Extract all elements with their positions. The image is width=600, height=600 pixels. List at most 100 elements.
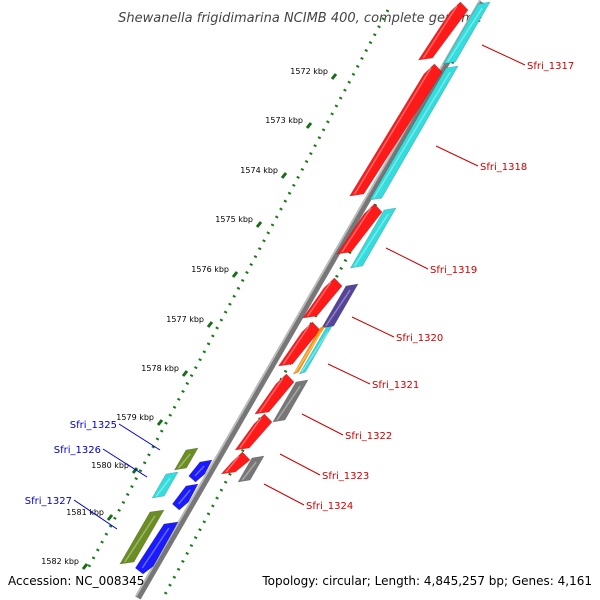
gene-label-sfri-1317: Sfri_1317: [481, 44, 574, 72]
cds-highlight: [276, 385, 301, 421]
tick-guide-lines: [84, 9, 472, 600]
cds-feature: [302, 277, 343, 319]
cds-feature: [173, 447, 199, 471]
gene-label-text: Sfri_1318: [480, 162, 527, 173]
cds-feature: [254, 373, 295, 415]
gene-label-text: Sfri_1326: [54, 445, 101, 456]
cds-highlight: [178, 453, 191, 469]
gene-label-text: Sfri_1317: [527, 61, 574, 72]
kbp-tick-label: 1576 kbp: [191, 265, 229, 274]
cds-highlight: [225, 455, 240, 473]
gene-callout-line: [435, 145, 479, 167]
gene-label-sfri-1323: Sfri_1323: [279, 453, 369, 482]
cds-feature: [237, 455, 265, 483]
kbp-tick-mark: [330, 73, 338, 80]
kbp-tick-label: 1582 kbp: [41, 557, 79, 566]
gene-label-sfri-1325: Sfri_1325: [70, 420, 161, 451]
kbp-tick-mark: [231, 271, 239, 278]
cds-feature: [151, 471, 179, 499]
kbp-tick-label: 1574 kbp: [240, 166, 278, 175]
kbp-tick-label: 1573 kbp: [265, 116, 303, 125]
cds-feature: [234, 413, 273, 451]
gene-label-text: Sfri_1322: [345, 431, 392, 442]
kbp-tick-mark: [131, 467, 139, 474]
cds-highlight: [446, 7, 483, 63]
kbp-tick: 1579 kbp: [116, 413, 164, 426]
gene-label-sfri-1318: Sfri_1318: [435, 145, 527, 173]
kbp-tick-label: 1577 kbp: [166, 315, 204, 324]
kbp-tick: 1572 kbp: [290, 67, 338, 80]
cds-highlight: [300, 331, 329, 373]
kbp-tick-label: 1572 kbp: [290, 67, 328, 76]
cds-feature: [272, 379, 309, 423]
cds-feature: [336, 203, 383, 255]
cds-highlight: [155, 477, 171, 497]
cds-highlight: [194, 465, 205, 477]
gene-label-text: Sfri_1319: [430, 265, 477, 276]
kbp-tick: 1573 kbp: [265, 116, 313, 129]
kbp-ticks: 1572 kbp 1573 kbp 1574 kbp 1575 kbp 1576 kbp…: [41, 67, 338, 570]
outer-tick-guide: [84, 9, 390, 573]
gene-callout-line: [351, 316, 395, 338]
cds-highlight: [259, 377, 284, 413]
kbp-tick: 1575 kbp: [215, 215, 263, 228]
kbp-tick-mark: [81, 563, 89, 570]
map-title: Shewanella frigidimarina NCIMB 400, comp…: [118, 11, 482, 26]
gene-label-sfri-1324: Sfri_1324: [263, 483, 353, 512]
gene-label-sfri-1326: Sfri_1326: [54, 445, 148, 478]
gene-label-text: Sfri_1320: [396, 333, 443, 344]
kbp-tick-label: 1580 kbp: [91, 461, 129, 470]
gene-label-sfri-1319: Sfri_1319: [385, 247, 477, 276]
kbp-tick-mark: [255, 221, 263, 228]
cds-highlight: [239, 417, 262, 449]
gene-label-text: Sfri_1321: [372, 380, 419, 391]
gene-labels: Sfri_1317 Sfri_1318 Sfri_1319 Sfri_1320 Sfri…: [25, 44, 574, 530]
cds-highlight: [341, 207, 372, 253]
gene-callout-line: [73, 499, 118, 530]
cds-highlight: [307, 281, 332, 317]
gene-callout-line: [102, 448, 148, 478]
cds-highlight: [353, 67, 432, 195]
kbp-tick: 1582 kbp: [41, 557, 89, 570]
cds-highlight: [373, 71, 451, 199]
topology-text: Topology: circular; Length: 4,845,257 bp…: [262, 574, 592, 588]
kbp-tick: 1576 kbp: [191, 265, 239, 278]
kbp-tick: 1578 kbp: [141, 364, 189, 377]
gene-label-sfri-1321: Sfri_1321: [327, 363, 419, 391]
cds-feature: [369, 65, 459, 201]
cds-highlight: [124, 515, 156, 563]
cds-highlight: [282, 325, 310, 365]
gene-label-sfri-1320: Sfri_1320: [351, 316, 443, 344]
cds-highlight: [178, 489, 191, 505]
cds-highlight: [325, 289, 351, 327]
gene-callout-line: [481, 44, 526, 66]
cds-feature: [135, 521, 179, 575]
gene-callout-line: [279, 453, 321, 476]
cds-highlight: [354, 213, 389, 267]
gene-label-text: Sfri_1323: [322, 471, 369, 482]
gene-callout-line: [118, 423, 161, 451]
kbp-tick-mark: [280, 172, 288, 179]
kbp-tick-mark: [156, 419, 164, 426]
cds-highlight: [141, 527, 170, 569]
kbp-tick-label: 1579 kbp: [116, 413, 154, 422]
cds-feature: [119, 509, 165, 565]
cds-feature: [172, 483, 199, 511]
cds-feature: [277, 321, 321, 367]
cds-feature: [349, 63, 443, 197]
gene-label-sfri-1327: Sfri_1327: [25, 496, 118, 530]
gene-callout-line: [327, 363, 371, 385]
kbp-tick: 1577 kbp: [166, 315, 214, 328]
cds-highlight: [241, 461, 257, 481]
kbp-tick-label: 1581 kbp: [66, 508, 104, 517]
cds-feature: [321, 283, 359, 329]
cds-highlight: [294, 331, 323, 373]
cds-feature: [442, 1, 491, 65]
cds-feature: [220, 451, 251, 475]
gene-features: [119, 1, 491, 575]
kbp-tick-label: 1575 kbp: [215, 215, 253, 224]
kbp-tick: 1580 kbp: [91, 461, 139, 474]
kbp-tick: 1581 kbp: [66, 508, 114, 521]
cds-feature: [417, 1, 469, 61]
